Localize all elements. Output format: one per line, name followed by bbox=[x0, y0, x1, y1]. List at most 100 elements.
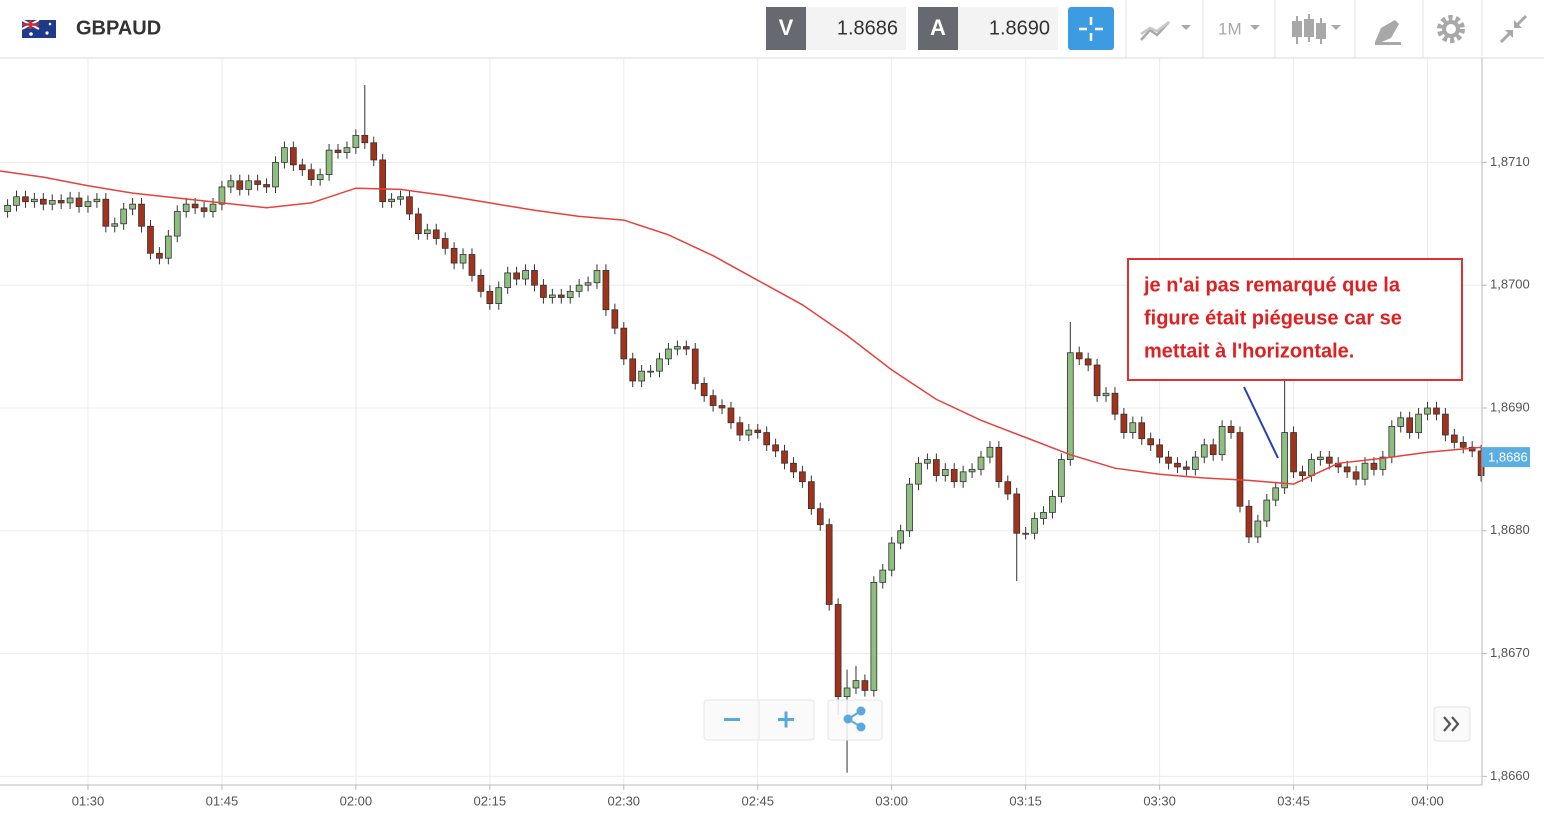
candle-body bbox=[727, 407, 735, 424]
candle-body bbox=[200, 207, 208, 212]
candle-body bbox=[227, 180, 235, 188]
current-price-marker bbox=[1482, 447, 1530, 468]
candle-type-button[interactable] bbox=[1292, 14, 1341, 44]
crosshair-button[interactable] bbox=[1068, 7, 1114, 50]
share-button[interactable] bbox=[843, 706, 866, 732]
candle-body bbox=[1022, 532, 1030, 535]
buy-button[interactable] bbox=[918, 7, 958, 50]
y-tick-label: 1,8660 bbox=[1490, 768, 1530, 783]
candle-body bbox=[1049, 496, 1056, 513]
candle-body bbox=[1433, 407, 1440, 415]
candle-body bbox=[361, 134, 369, 144]
symbol: GBPAUD bbox=[76, 17, 161, 39]
candle-body bbox=[316, 174, 324, 180]
candle-body bbox=[1281, 432, 1288, 489]
sell-button[interactable] bbox=[766, 7, 806, 50]
y-tick-label: 1,8700 bbox=[1490, 277, 1530, 292]
candle-body bbox=[691, 348, 699, 384]
annotation-box bbox=[1127, 258, 1463, 381]
candle-body bbox=[1442, 413, 1449, 436]
candle-body bbox=[575, 284, 583, 292]
candle-body bbox=[281, 147, 288, 163]
x-tick-label: 04:00 bbox=[1411, 793, 1444, 808]
candle-body bbox=[379, 159, 387, 203]
zoom-in[interactable] bbox=[778, 711, 794, 728]
candle-body bbox=[495, 287, 503, 305]
candle-body bbox=[459, 254, 467, 264]
candle-body bbox=[540, 284, 547, 298]
candle-body bbox=[31, 198, 38, 203]
sell-price-box[interactable] bbox=[806, 7, 906, 50]
candle-body bbox=[879, 569, 887, 583]
buy-label: A bbox=[930, 15, 946, 40]
candle-body bbox=[825, 524, 833, 605]
buy-price-box[interactable] bbox=[958, 7, 1058, 50]
candle-body bbox=[370, 142, 378, 161]
candle-body bbox=[486, 290, 494, 305]
candle-body bbox=[1031, 518, 1038, 534]
candle-body bbox=[1209, 444, 1217, 456]
candle-body bbox=[718, 405, 726, 409]
annotation-text: mettait à l'horizontale. bbox=[1144, 340, 1354, 362]
current-price-label: 1,8686 bbox=[1488, 450, 1528, 465]
y-tick-label: 1,8690 bbox=[1490, 399, 1530, 414]
candle-body bbox=[906, 483, 913, 532]
candle-body bbox=[736, 422, 744, 436]
candle-body bbox=[138, 203, 145, 227]
candle-body bbox=[1165, 456, 1172, 464]
drawing-button[interactable] bbox=[1375, 20, 1401, 45]
candle-body bbox=[843, 687, 851, 697]
candle-body bbox=[807, 481, 815, 510]
candle-body bbox=[852, 680, 860, 689]
candle-body bbox=[1066, 352, 1074, 460]
candle-body bbox=[620, 327, 628, 360]
candle-body bbox=[629, 358, 637, 382]
candle-body bbox=[173, 211, 181, 237]
candle-body bbox=[1200, 444, 1208, 458]
separators bbox=[1125, 0, 1483, 58]
candle-body bbox=[22, 196, 29, 203]
candle-body bbox=[950, 468, 958, 483]
zoom-out[interactable] bbox=[724, 718, 740, 721]
candle-body bbox=[1343, 466, 1351, 473]
candle-body bbox=[834, 604, 842, 697]
chart-type-button[interactable] bbox=[1140, 21, 1191, 41]
candle-body bbox=[611, 309, 619, 329]
candle-body bbox=[763, 432, 771, 446]
candle-body bbox=[933, 459, 940, 476]
candle-body bbox=[307, 169, 315, 180]
x-tick-label: 03:15 bbox=[1009, 793, 1042, 808]
x-tick-label: 03:45 bbox=[1277, 793, 1310, 808]
x-tick-label: 02:00 bbox=[340, 793, 373, 808]
candle-body bbox=[441, 238, 449, 249]
candle-body bbox=[468, 254, 476, 276]
candle-body bbox=[1415, 413, 1422, 433]
candle-body bbox=[1290, 432, 1297, 473]
candle-body bbox=[1352, 471, 1360, 480]
timeframe-button[interactable]: 1M bbox=[1218, 19, 1260, 38]
candle-body bbox=[522, 270, 529, 280]
collapse-button[interactable] bbox=[1499, 14, 1528, 44]
candle-body bbox=[66, 197, 74, 204]
scroll-end-button[interactable] bbox=[1433, 706, 1471, 742]
candle-body bbox=[191, 203, 199, 209]
candle-body bbox=[1040, 511, 1047, 519]
x-tick-label: 02:15 bbox=[474, 793, 507, 808]
candle-body bbox=[799, 471, 806, 483]
candle-body bbox=[584, 282, 592, 286]
candle-body bbox=[531, 270, 538, 286]
candle-body bbox=[1459, 441, 1467, 448]
candle-body bbox=[352, 134, 360, 149]
candle-body bbox=[75, 197, 83, 207]
candle-body bbox=[102, 198, 110, 227]
settings-button[interactable] bbox=[1437, 15, 1465, 43]
candle-body bbox=[209, 203, 217, 212]
candle-body bbox=[888, 542, 896, 571]
candle-body bbox=[147, 225, 154, 254]
candle-body bbox=[1263, 499, 1271, 522]
candle-body bbox=[120, 208, 128, 225]
candle-body bbox=[1406, 417, 1414, 433]
annotation-text: figure était piégeuse car se bbox=[1144, 307, 1402, 329]
candle-body bbox=[548, 294, 556, 298]
